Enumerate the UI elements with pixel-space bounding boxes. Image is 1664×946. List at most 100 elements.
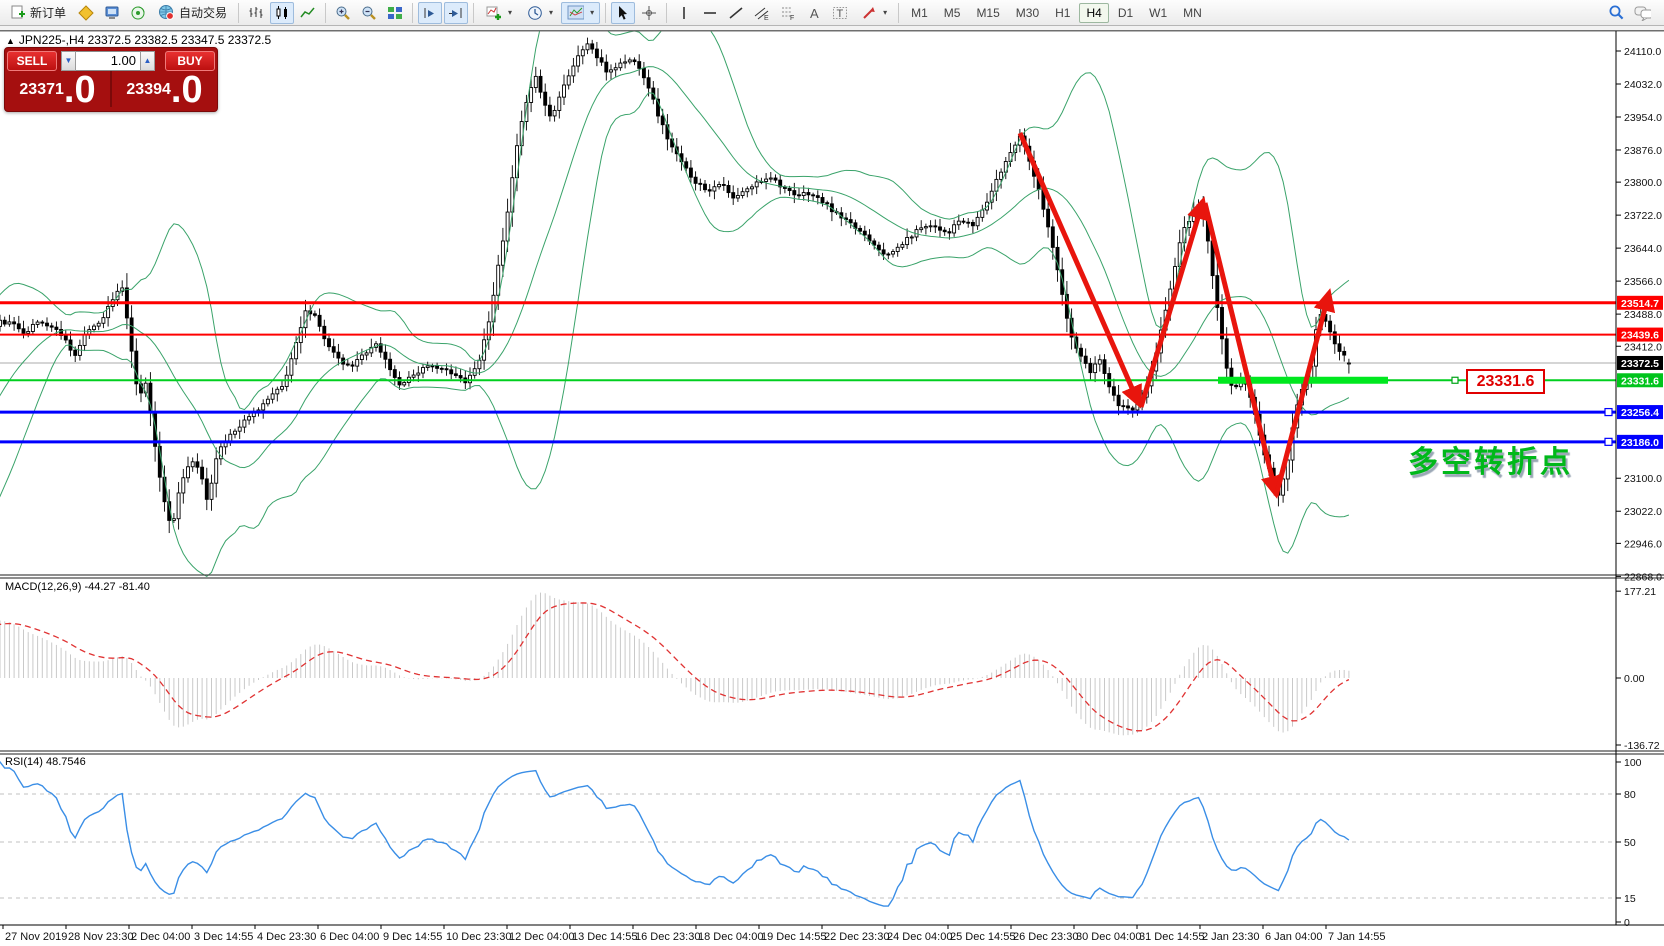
horizontal-line-button[interactable] [698,2,722,24]
collapse-triangle-icon[interactable]: ▲ [6,36,15,46]
text-label-icon: T [832,4,849,21]
search-icon [1608,4,1625,21]
svg-text:9 Dec 14:55: 9 Dec 14:55 [383,931,442,943]
timeframe-button-H1[interactable]: H1 [1048,3,1077,23]
data-window-icon [104,4,121,21]
vertical-line-button[interactable] [672,2,696,24]
toolbar-separator [325,2,327,23]
template-button[interactable]: ▾ [561,1,601,24]
text-icon: A [806,4,823,21]
timeframe-button-M5[interactable]: M5 [937,3,968,23]
svg-text:13 Dec 14:55: 13 Dec 14:55 [572,931,637,943]
zoom-out-button[interactable] [357,2,381,24]
zoom-out-icon [361,4,378,21]
timeframe-button-M15[interactable]: M15 [969,3,1006,23]
tile-windows-button[interactable] [383,2,407,24]
cursor-icon [615,4,632,21]
search-button[interactable] [1604,2,1628,24]
trendline-button[interactable] [724,2,748,24]
autotrading-button[interactable]: 自动交易 [152,2,233,24]
cursor-button[interactable] [611,1,636,24]
sell-price-pips: .0 [63,69,96,111]
indicators-button[interactable]: ▾ [479,2,518,24]
text-button[interactable]: A [802,2,826,24]
svg-text:23022.0: 23022.0 [1624,506,1662,518]
bar-chart-icon [248,4,265,21]
buy-price-pips: .0 [170,69,203,111]
buy-button[interactable]: BUY [165,50,215,71]
strategy-tester-button[interactable] [126,2,150,24]
ohlc-text: JPN225-,H4 23372.5 23382.5 23347.5 23372… [18,33,272,47]
line-chart-icon [300,4,317,21]
time-axis[interactable]: 27 Nov 2019 28 Nov 23:302 Dec 04:00 3 Dec … [2,925,1386,943]
periods-icon [526,4,543,21]
market-watch-button[interactable] [74,2,98,24]
rsi-levels [0,793,1616,899]
svg-text:177.21: 177.21 [1624,586,1656,598]
toolbar-separator [605,2,607,23]
data-window-button[interactable] [100,2,124,24]
svg-text:10 Dec 23:30: 10 Dec 23:30 [446,931,511,943]
timeframe-button-W1[interactable]: W1 [1142,3,1174,23]
text-label-button[interactable]: T [828,2,852,24]
chart-shift-button[interactable] [418,1,443,24]
timeframe-button-MN[interactable]: MN [1176,3,1209,23]
svg-text:4 Dec 23:30: 4 Dec 23:30 [257,931,316,943]
channel-button[interactable]: E [750,2,774,24]
fibonacci-button[interactable]: F [776,2,800,24]
sell-price[interactable]: 23371.0 [5,69,110,111]
price-axis[interactable]: 24110.0 24032.0 23954.0 23876.0 23800.0 23722… [1616,46,1662,929]
volume-up-button[interactable]: ▲ [140,50,155,71]
zigzag-arrows[interactable] [1017,131,1336,499]
periods-button[interactable]: ▾ [520,2,559,24]
buy-price-main: 23394 [126,81,171,98]
volume-down-button[interactable]: ▼ [61,50,76,71]
svg-text:2 Dec 04:00: 2 Dec 04:00 [131,931,190,943]
svg-text:A: A [810,6,819,21]
indicators-icon [485,4,502,21]
svg-text:23876.0: 23876.0 [1624,145,1662,157]
fibonacci-icon: F [780,4,797,21]
timeframe-button-H4[interactable]: H4 [1079,2,1109,23]
svg-text:0: 0 [1624,917,1630,929]
svg-text:12 Dec 04:00: 12 Dec 04:00 [509,931,574,943]
timeframe-group: M1 M5 M15 M30 H1 H4 D1 W1 MN [903,2,1210,23]
sell-button[interactable]: SELL [7,50,57,71]
svg-text:22946.0: 22946.0 [1624,538,1662,550]
svg-text:100: 100 [1624,757,1642,769]
timeframe-button-M1[interactable]: M1 [904,3,935,23]
timeframe-button-D1[interactable]: D1 [1111,3,1140,23]
line-chart-button[interactable] [296,2,320,24]
new-order-button[interactable]: 新订单 [3,2,72,24]
svg-text:23954.0: 23954.0 [1624,112,1662,124]
svg-text:80: 80 [1624,789,1636,801]
svg-text:30 Dec 04:00: 30 Dec 04:00 [1076,931,1141,943]
svg-text:23256.4: 23256.4 [1621,407,1659,419]
strategy-tester-icon [130,4,147,21]
svg-text:18 Dec 04:00: 18 Dec 04:00 [698,931,763,943]
horizontal-lines[interactable] [0,301,1616,446]
new-order-label: 新订单 [30,6,67,20]
new-order-icon [9,4,26,21]
candlestick-chart-button[interactable] [270,1,295,24]
toolbar: 新订单 自动交易 [0,0,1664,26]
zoom-in-button[interactable] [331,2,355,24]
crosshair-button[interactable] [637,2,661,24]
price-label-box[interactable]: 23331.6 [1466,369,1545,394]
arrows-button[interactable]: ▾ [854,2,893,24]
svg-text:6 Jan 04:00: 6 Jan 04:00 [1265,931,1323,943]
chat-button[interactable] [1630,2,1654,24]
svg-text:T: T [837,8,844,20]
bar-chart-button[interactable] [244,2,268,24]
chat-icon [1634,4,1651,21]
svg-text:26 Dec 23:30: 26 Dec 23:30 [1013,931,1078,943]
line-endpoint-handle[interactable] [1451,376,1459,384]
volume-input[interactable] [76,50,140,71]
svg-text:24 Dec 04:00: 24 Dec 04:00 [887,931,952,943]
horizontal-line-icon [702,4,719,21]
timeframe-button-M30[interactable]: M30 [1009,3,1046,23]
buy-price[interactable]: 23394.0 [110,69,217,111]
auto-scroll-button[interactable] [444,1,469,24]
annotation-text[interactable]: 多空转折点 [1408,446,1573,479]
